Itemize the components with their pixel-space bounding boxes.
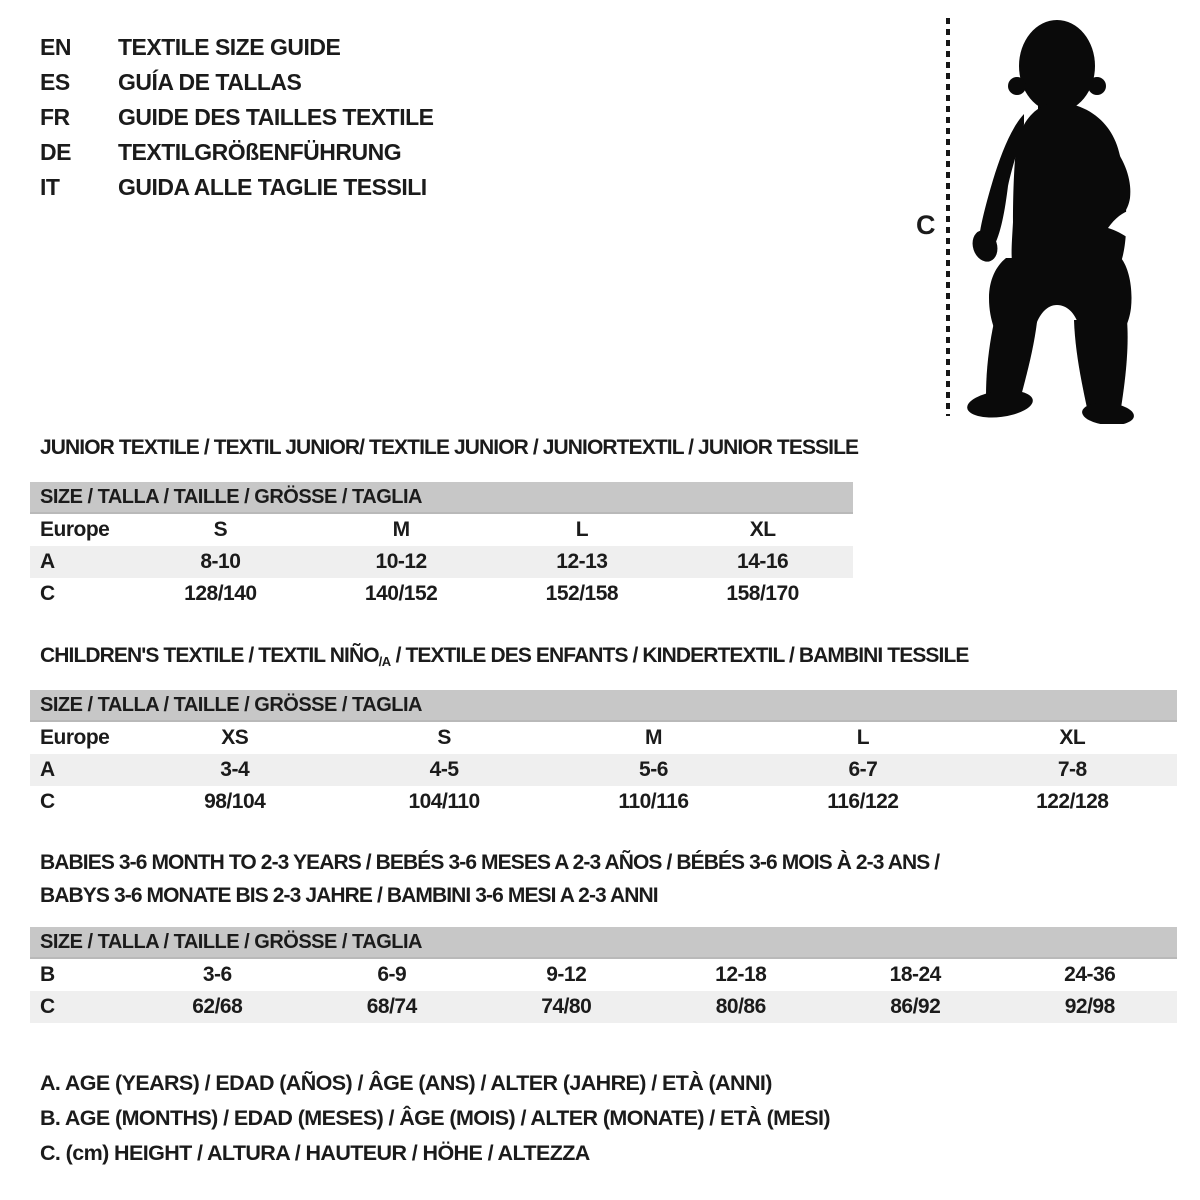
lang-code: FR <box>40 104 70 130</box>
size-header-bar: SIZE / TALLA / TAILLE / GRÖSSE / TAGLIA <box>30 690 1177 722</box>
lang-row-en: EN TEXTILE SIZE GUIDE <box>40 30 434 65</box>
lang-row-it: IT GUIDA ALLE TAGLIE TESSILI <box>40 170 434 205</box>
children-size-table: SIZE / TALLA / TAILLE / GRÖSSE / TAGLIA … <box>30 690 1177 818</box>
row-label-cell: C <box>40 790 55 813</box>
row-label-cell: Europe <box>40 518 110 541</box>
babies-title-line2: BABYS 3-6 MONATE BIS 2-3 JAHRE / BAMBINI… <box>40 884 659 907</box>
table-cell: 140/152 <box>364 582 438 605</box>
table-row-age: A 8-10 10-12 12-13 14-16 <box>30 546 853 578</box>
legend-line-b: B. AGE (MONTHS) / EDAD (MESES) / ÂGE (MO… <box>40 1106 831 1130</box>
table-cell: 128/140 <box>184 582 257 605</box>
table-cell: 98/104 <box>204 790 266 813</box>
babies-section-title: BABIES 3-6 MONTH TO 2-3 YEARS / BEBÉS 3-… <box>40 846 940 912</box>
size-header-label: SIZE / TALLA / TAILLE / GRÖSSE / TAGLIA <box>30 690 1177 722</box>
lang-title: TEXTILE SIZE GUIDE <box>118 34 341 60</box>
table-cell: 10-12 <box>310 546 492 578</box>
size-header-label: SIZE / TALLA / TAILLE / GRÖSSE / TAGLIA <box>30 927 1177 959</box>
table-cell: 62/68 <box>130 991 305 1023</box>
children-title-pre: CHILDREN'S TEXTILE / TEXTIL NIÑO <box>40 644 380 667</box>
table-cell: 3-4 <box>130 754 340 786</box>
junior-section-title: JUNIOR TEXTILE / TEXTIL JUNIOR/ TEXTILE … <box>40 436 859 459</box>
table-cell: XS <box>221 726 249 749</box>
lang-code: ES <box>40 69 70 95</box>
table-cell: 74/80 <box>479 991 654 1023</box>
babies-title-line1: BABIES 3-6 MONTH TO 2-3 YEARS / BEBÉS 3-… <box>40 851 940 874</box>
lang-title: GUIDA ALLE TAGLIE TESSILI <box>118 174 427 200</box>
table-cell: XL <box>1059 726 1086 749</box>
measure-legend: A. AGE (YEARS) / EDAD (AÑOS) / ÂGE (ANS)… <box>40 1066 831 1171</box>
table-cell: M <box>392 518 410 541</box>
table-cell: 92/98 <box>1002 991 1177 1023</box>
row-label-cell: Europe <box>40 726 110 749</box>
table-cell: XL <box>749 518 776 541</box>
lang-title: GUÍA DE TALLAS <box>118 69 302 95</box>
table-row-height: C 128/140 140/152 152/158 158/170 <box>30 578 853 610</box>
babies-size-table: SIZE / TALLA / TAILLE / GRÖSSE / TAGLIA … <box>30 927 1177 1023</box>
table-cell: 5-6 <box>548 754 759 786</box>
table-cell: 12-13 <box>491 546 673 578</box>
height-measure-label: C <box>916 210 936 240</box>
children-title-subscript: /A <box>378 654 392 669</box>
size-header-label: SIZE / TALLA / TAILLE / GRÖSSE / TAGLIA <box>30 482 853 514</box>
table-cell: L <box>575 518 589 541</box>
row-label-cell: C <box>30 991 130 1023</box>
table-cell: 18-24 <box>889 963 942 986</box>
height-dashed-line <box>946 18 950 416</box>
table-cell: 122/128 <box>1036 790 1109 813</box>
children-title-post: / TEXTILE DES ENFANTS / KINDERTEXTIL / B… <box>390 644 970 667</box>
table-cell: 6-9 <box>377 963 407 986</box>
toddler-silhouette-icon <box>967 20 1134 424</box>
table-cell: 86/92 <box>828 991 1003 1023</box>
table-cell: 68/74 <box>304 991 479 1023</box>
table-cell: 8-10 <box>130 546 311 578</box>
row-label-cell: A <box>30 754 130 786</box>
table-row-months: B 3-6 6-9 9-12 12-18 18-24 24-36 <box>30 958 1177 991</box>
table-cell: M <box>644 726 663 749</box>
table-cell: 4-5 <box>339 754 549 786</box>
table-cell: 14-16 <box>672 546 853 578</box>
table-row-height: C 98/104 104/110 110/116 116/122 122/128 <box>30 786 1177 818</box>
lang-row-es: ES GUÍA DE TALLAS <box>40 65 434 100</box>
children-section-title: CHILDREN'S TEXTILE / TEXTIL NIÑO/A / TEX… <box>40 644 969 669</box>
lang-title: TEXTILGRÖßENFÜHRUNG <box>118 139 402 165</box>
table-cell: 7-8 <box>967 754 1177 786</box>
table-cell: 12-18 <box>715 963 767 986</box>
lang-code: DE <box>40 139 71 165</box>
title-language-list: EN TEXTILE SIZE GUIDE ES GUÍA DE TALLAS … <box>40 30 434 205</box>
table-cell: 116/122 <box>827 790 899 813</box>
size-header-bar: SIZE / TALLA / TAILLE / GRÖSSE / TAGLIA <box>30 482 853 514</box>
lang-code: EN <box>40 34 71 60</box>
lang-title: GUIDE DES TAILLES TEXTILE <box>118 104 434 130</box>
size-header-bar: SIZE / TALLA / TAILLE / GRÖSSE / TAGLIA <box>30 927 1177 959</box>
table-row-age: A 3-4 4-5 5-6 6-7 7-8 <box>30 754 1177 786</box>
legend-line-a: A. AGE (YEARS) / EDAD (AÑOS) / ÂGE (ANS)… <box>40 1071 772 1095</box>
junior-size-table: SIZE / TALLA / TAILLE / GRÖSSE / TAGLIA … <box>30 482 853 610</box>
table-row-europe: Europe S M L XL <box>30 513 853 546</box>
lang-row-de: DE TEXTILGRÖßENFÜHRUNG <box>40 135 434 170</box>
table-cell: 158/170 <box>726 582 799 605</box>
table-row-europe: Europe XS S M L XL <box>30 721 1177 754</box>
legend-line-c: C. (cm) HEIGHT / ALTURA / HAUTEUR / HÖHE… <box>40 1141 590 1165</box>
row-label-cell: A <box>30 546 130 578</box>
row-label-cell: B <box>40 963 55 986</box>
table-row-height: C 62/68 68/74 74/80 80/86 86/92 92/98 <box>30 991 1177 1023</box>
table-cell: L <box>856 726 870 749</box>
lang-row-fr: FR GUIDE DES TAILLES TEXTILE <box>40 100 434 135</box>
row-label-cell: C <box>40 582 55 605</box>
lang-code: IT <box>40 174 60 200</box>
table-cell: 80/86 <box>653 991 828 1023</box>
table-cell: 9-12 <box>546 963 587 986</box>
table-cell: 6-7 <box>758 754 968 786</box>
table-cell: 104/110 <box>408 790 480 813</box>
table-cell: 110/116 <box>618 790 689 813</box>
table-cell: 24-36 <box>1064 963 1116 986</box>
table-cell: S <box>437 726 451 749</box>
table-cell: 3-6 <box>202 963 232 986</box>
table-cell: 152/158 <box>545 582 619 605</box>
table-cell: S <box>213 518 228 541</box>
